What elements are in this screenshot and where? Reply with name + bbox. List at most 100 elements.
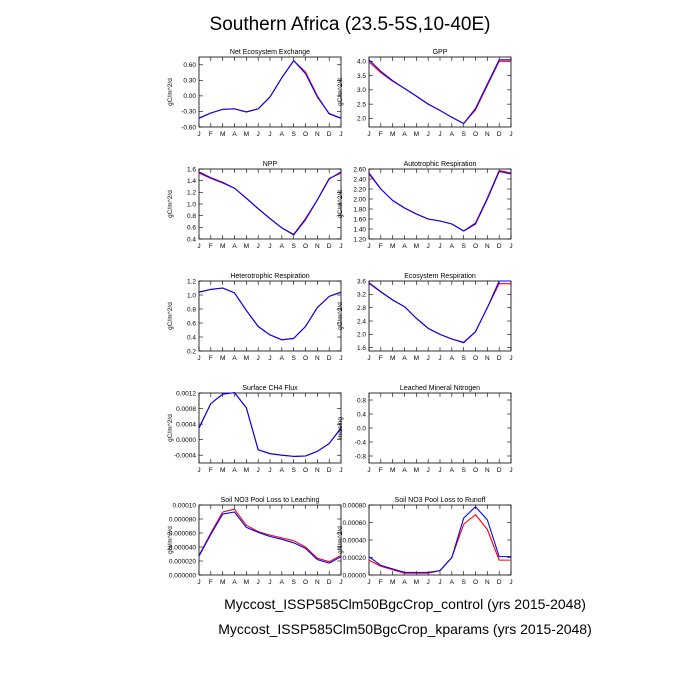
- panel-title: GPP: [433, 49, 448, 56]
- x-tick-label: A: [402, 243, 407, 250]
- plot-frame: [198, 56, 342, 128]
- x-tick-label: O: [473, 131, 478, 138]
- x-tick-label: A: [450, 579, 455, 586]
- series-line-control: [198, 392, 342, 457]
- x-tick-label: J: [257, 243, 260, 250]
- x-tick-label: J: [268, 243, 271, 250]
- y-tick-label: -0.60: [181, 124, 196, 131]
- panel-title: Heterotrophic Respiration: [230, 273, 309, 280]
- x-tick-label: J: [427, 579, 430, 586]
- x-tick-label: O: [473, 579, 478, 586]
- x-tick-label: J: [197, 355, 200, 362]
- y-tick-label: 3.0: [357, 87, 366, 94]
- x-tick-label: F: [379, 355, 383, 362]
- x-tick-label: D: [497, 467, 502, 474]
- x-tick-label: D: [327, 355, 332, 362]
- series-line-kparams: [198, 287, 342, 341]
- y-tick-label: 0.00040: [343, 537, 367, 544]
- x-tick-label: M: [414, 579, 419, 586]
- y-tick-label: -0.30: [181, 109, 196, 116]
- y-tick-label: 2.20: [353, 186, 366, 193]
- x-tick-label: N: [315, 243, 320, 250]
- x-tick-label: M: [414, 131, 419, 138]
- y-tick-label: 0.00: [183, 93, 196, 100]
- x-tick-label: J: [257, 467, 260, 474]
- chart-panel-3: Autotrophic Respiration 1.20 1.40 1.60 1.80 2…: [337, 161, 513, 250]
- plot-frame: [198, 392, 342, 464]
- y-tick-label: 0.2: [187, 348, 196, 355]
- x-tick-label: J: [367, 131, 370, 138]
- plot-frame: [368, 392, 512, 464]
- x-tick-label: O: [473, 467, 478, 474]
- x-tick-label: F: [379, 131, 383, 138]
- x-tick-label: N: [485, 467, 490, 474]
- y-tick-label: 0.4: [187, 236, 196, 243]
- x-tick-label: J: [509, 355, 512, 362]
- panel-title: Soil NO3 Pool Loss to Runoff: [395, 497, 486, 504]
- y-tick-label: 0.8: [187, 306, 196, 313]
- x-tick-label: S: [461, 131, 466, 138]
- x-tick-label: M: [220, 243, 225, 250]
- x-tick-label: M: [414, 467, 419, 474]
- x-tick-label: J: [339, 243, 342, 250]
- y-tick-label: -0.8: [355, 453, 367, 460]
- y-tick-label: 2.40: [353, 176, 366, 183]
- x-tick-label: O: [303, 467, 308, 474]
- x-tick-label: S: [461, 467, 466, 474]
- x-tick-label: A: [232, 131, 237, 138]
- y-axis-label: gC/m^2/d: [337, 302, 344, 330]
- x-tick-label: O: [473, 243, 478, 250]
- y-tick-label: 0.00020: [343, 555, 367, 562]
- series-line-control: [198, 511, 342, 564]
- y-axis-label: gC/m^2/d: [167, 302, 174, 330]
- y-tick-label: 1.40: [353, 226, 366, 233]
- series-line-kparams: [368, 282, 511, 343]
- y-tick-label: 1.20: [353, 236, 366, 243]
- y-tick-label: 1.0: [187, 201, 196, 208]
- panel-title: Leached Mineral Nitrogen: [400, 385, 480, 392]
- series-line-control: [368, 506, 511, 573]
- y-tick-label: 1.2: [187, 278, 196, 285]
- plot-frame: [198, 168, 342, 240]
- x-tick-label: O: [303, 131, 308, 138]
- x-tick-label: O: [303, 355, 308, 362]
- x-tick-label: N: [315, 467, 320, 474]
- x-tick-label: J: [268, 467, 271, 474]
- plot-frame: [368, 168, 512, 240]
- y-tick-label: 0.6: [187, 225, 196, 232]
- x-tick-label: F: [209, 355, 213, 362]
- x-tick-label: J: [427, 467, 430, 474]
- y-tick-label: 0.0008: [176, 406, 196, 413]
- x-tick-label: D: [327, 243, 332, 250]
- y-tick-label: 0.4: [187, 334, 196, 341]
- x-tick-label: J: [268, 355, 271, 362]
- y-tick-label: 1.6: [187, 166, 196, 173]
- x-tick-label: A: [450, 355, 455, 362]
- y-tick-label: 0.8: [187, 213, 196, 220]
- plot-frame: [368, 280, 512, 352]
- series-line-kparams: [368, 514, 511, 574]
- y-tick-label: 0.0: [357, 425, 366, 432]
- legend-label-control: Myccost_ISSP585Clm50BgcCrop_control (yrs…: [224, 596, 586, 612]
- x-tick-label: A: [450, 131, 455, 138]
- x-tick-label: A: [280, 131, 285, 138]
- y-tick-label: 0.00080: [343, 502, 367, 509]
- x-tick-label: J: [268, 131, 271, 138]
- y-axis-label: gN/m^2/d: [167, 526, 174, 554]
- x-tick-label: J: [438, 243, 441, 250]
- legend: Myccost_ISSP585Clm50BgcCrop_control (yrs…: [218, 596, 592, 637]
- x-tick-label: J: [197, 131, 200, 138]
- x-tick-label: M: [244, 243, 249, 250]
- x-tick-label: A: [450, 467, 455, 474]
- y-axis-label: gC/m^2/d: [167, 78, 174, 106]
- x-tick-label: D: [497, 131, 502, 138]
- x-tick-label: D: [327, 131, 332, 138]
- x-tick-label: A: [232, 579, 237, 586]
- y-tick-label: 0.000080: [169, 516, 196, 523]
- x-tick-label: D: [497, 355, 502, 362]
- y-axis-label: gC/m^2/d: [167, 414, 174, 442]
- x-tick-label: D: [327, 467, 332, 474]
- x-tick-label: J: [509, 243, 512, 250]
